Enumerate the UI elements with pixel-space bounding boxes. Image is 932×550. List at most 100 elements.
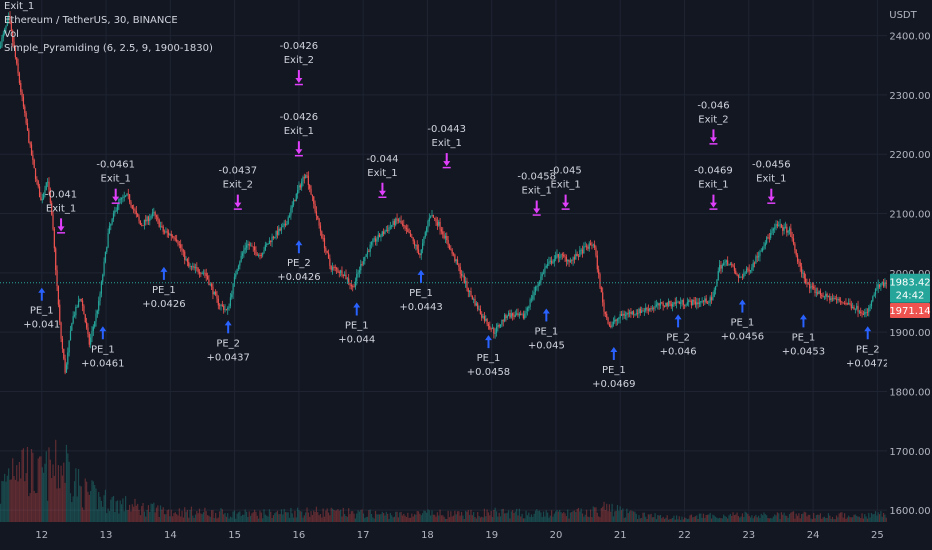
volume-bar (331, 508, 334, 522)
candle-body (338, 272, 340, 274)
volume-bar (521, 513, 523, 522)
volume-bar (143, 511, 146, 522)
candle-body (882, 282, 885, 287)
candle-body (732, 264, 734, 267)
volume-bar (311, 515, 313, 522)
candle-body (49, 189, 51, 203)
volume-bar (302, 517, 304, 522)
volume-bar (802, 513, 804, 522)
volume-bar (13, 476, 15, 522)
volume-bar (775, 515, 777, 522)
volume-bar (549, 515, 551, 522)
volume-bar (477, 511, 479, 522)
volume-bar (594, 507, 596, 522)
volume-bar (129, 504, 131, 522)
volume-bar (530, 514, 533, 522)
volume-bar (86, 481, 88, 522)
volume-bar (435, 516, 437, 522)
volume-bar (763, 512, 765, 522)
candle-body (661, 302, 663, 304)
candle-body (368, 251, 370, 253)
volume-bar (69, 493, 72, 522)
candle-body (200, 273, 202, 275)
candle-body (178, 244, 180, 245)
candle-body (458, 264, 460, 267)
candle-body (241, 253, 244, 256)
volume-bar (309, 516, 311, 522)
volume-bar (248, 511, 250, 522)
legend-volume[interactable]: Vol (4, 29, 19, 40)
volume-bar (462, 515, 464, 522)
volume-bar (490, 510, 492, 522)
candle-body (748, 269, 750, 272)
candle-body (397, 219, 400, 221)
candle-body (579, 250, 581, 257)
candle-body (733, 266, 735, 271)
volume-bar (499, 516, 502, 522)
candle-body (174, 238, 176, 240)
volume-bar (810, 518, 812, 522)
volume-bar (516, 508, 518, 522)
volume-bar (860, 518, 862, 522)
volume-bar (561, 513, 563, 522)
candle-body (783, 226, 785, 231)
legend-exit-line[interactable]: Exit_1 (4, 1, 35, 12)
candle-body (244, 247, 246, 250)
volume-bar (704, 518, 706, 522)
candle-body (451, 249, 453, 254)
volume-bar (298, 510, 300, 522)
volume-bar (455, 514, 457, 522)
volume-bar (584, 514, 586, 522)
candle-body (641, 310, 643, 313)
candle-body (57, 286, 59, 305)
volume-bar (340, 509, 342, 522)
candle-body (873, 294, 875, 297)
volume-bar (413, 514, 416, 522)
volume-bar (853, 514, 855, 522)
candle-body (470, 290, 472, 296)
volume-bar (623, 517, 625, 522)
candle-body (577, 256, 580, 257)
volume-bar (282, 514, 284, 522)
volume-bar (229, 516, 232, 522)
volume-bar (236, 513, 238, 522)
candle-body (13, 41, 15, 49)
volume-bar (221, 509, 223, 522)
candle-body (52, 214, 54, 229)
volume-bar (405, 517, 408, 522)
volume-bar (845, 518, 847, 522)
candle-body (53, 228, 55, 249)
volume-bar (740, 516, 742, 522)
candle-body (40, 197, 42, 201)
volume-bar (610, 511, 612, 522)
candle-body (162, 226, 164, 232)
candle-body (708, 301, 710, 303)
time-axis-background (0, 522, 932, 550)
volume-bar (24, 481, 26, 522)
legend-symbol[interactable]: Ethereum / TetherUS, 30, BINANCE (4, 15, 178, 26)
candle-body (231, 294, 233, 298)
candle-body (272, 236, 275, 238)
exit-label-15-1: Exit_1 (101, 174, 131, 185)
volume-bar (739, 517, 741, 522)
candle-body (690, 301, 692, 306)
volume-bar (108, 510, 111, 522)
volume-bar (169, 516, 171, 522)
volume-bar (123, 511, 125, 522)
candle-body (714, 286, 717, 291)
candle-body (533, 291, 535, 296)
candle-body (153, 212, 155, 213)
candle-body (420, 249, 422, 256)
volume-bar (764, 514, 766, 522)
volume-bar (655, 519, 658, 522)
volume-bar (446, 518, 448, 522)
time-axis[interactable]: 12 13 14 15 16 17 18 19 20 21 22 23 24 25 (0, 522, 932, 550)
volume-bar (173, 513, 175, 522)
candle-body (868, 307, 870, 313)
volume-bar (573, 510, 576, 522)
candle-body (172, 236, 174, 237)
legend-strategy[interactable]: Simple_Pyramiding (6, 2.5, 9, 1900-1830) (4, 43, 213, 54)
candle-body (396, 218, 398, 220)
candle-body (575, 253, 577, 260)
